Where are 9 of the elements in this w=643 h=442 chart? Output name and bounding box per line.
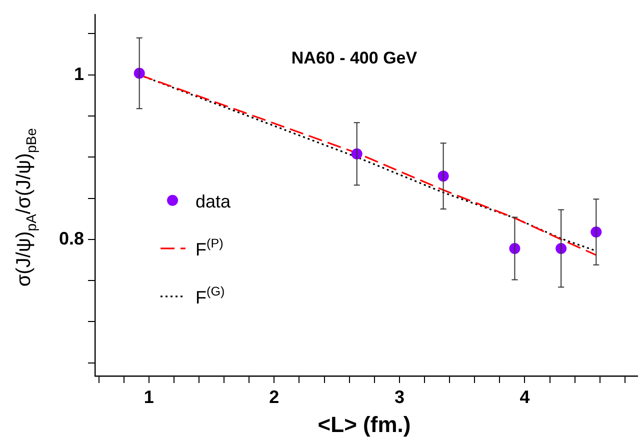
x-tick-label: 2: [269, 386, 280, 407]
x-tick-label: 3: [394, 386, 404, 407]
x-tick-label: 1: [144, 386, 154, 407]
y-tick-label: 0.8: [58, 228, 84, 248]
x-tick-label: 4: [520, 386, 530, 407]
y-axis-title: σ(J/ψ)pA/σ(J/ψ)pBe: [13, 128, 39, 287]
legend-label: data: [196, 191, 232, 212]
text: NA60 - 400 GeV: [291, 48, 418, 68]
x-axis-title: <L> (fm.): [318, 412, 411, 437]
